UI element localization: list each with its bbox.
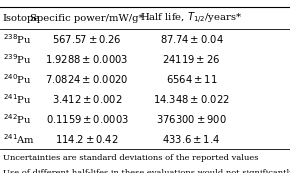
Text: Use of different half-lifes in these evaluations would not significantly: Use of different half-lifes in these eva…	[3, 169, 290, 173]
Text: $^{239}$Pu: $^{239}$Pu	[3, 52, 32, 66]
Text: Half life, $T_{1/2}$/years*: Half life, $T_{1/2}$/years*	[140, 11, 242, 26]
Text: Uncertainties are standard deviations of the reported values: Uncertainties are standard deviations of…	[3, 154, 258, 162]
Text: $^{238}$Pu: $^{238}$Pu	[3, 33, 32, 46]
Text: $87.74 \pm 0.04$: $87.74 \pm 0.04$	[160, 33, 223, 45]
Text: $^{241}$Am: $^{241}$Am	[3, 132, 35, 146]
Text: $3.412 \pm 0.002$: $3.412 \pm 0.002$	[52, 93, 122, 105]
Text: $24119 \pm 26$: $24119 \pm 26$	[162, 53, 220, 65]
Text: $^{241}$Pu: $^{241}$Pu	[3, 92, 32, 106]
Text: $433.6 \pm 1.4$: $433.6 \pm 1.4$	[162, 133, 220, 145]
Text: $7.0824 \pm 0.0020$: $7.0824 \pm 0.0020$	[45, 73, 129, 85]
Text: $567.57 \pm 0.26$: $567.57 \pm 0.26$	[52, 33, 122, 45]
Text: Isotope: Isotope	[3, 14, 40, 23]
Text: $0.1159 \pm 0.0003$: $0.1159 \pm 0.0003$	[46, 113, 128, 125]
Text: $1.9288 \pm 0.0003$: $1.9288 \pm 0.0003$	[45, 53, 129, 65]
Text: $14.348 \pm 0.022$: $14.348 \pm 0.022$	[153, 93, 230, 105]
Text: Specific power/mW/g*: Specific power/mW/g*	[30, 14, 144, 23]
Text: $114.2 \pm 0.42$: $114.2 \pm 0.42$	[55, 133, 119, 145]
Text: $6564 \pm 11$: $6564 \pm 11$	[166, 73, 217, 85]
Text: $^{240}$Pu: $^{240}$Pu	[3, 72, 32, 86]
Text: $^{242}$Pu: $^{242}$Pu	[3, 112, 32, 126]
Text: $376300 \pm 900$: $376300 \pm 900$	[156, 113, 227, 125]
